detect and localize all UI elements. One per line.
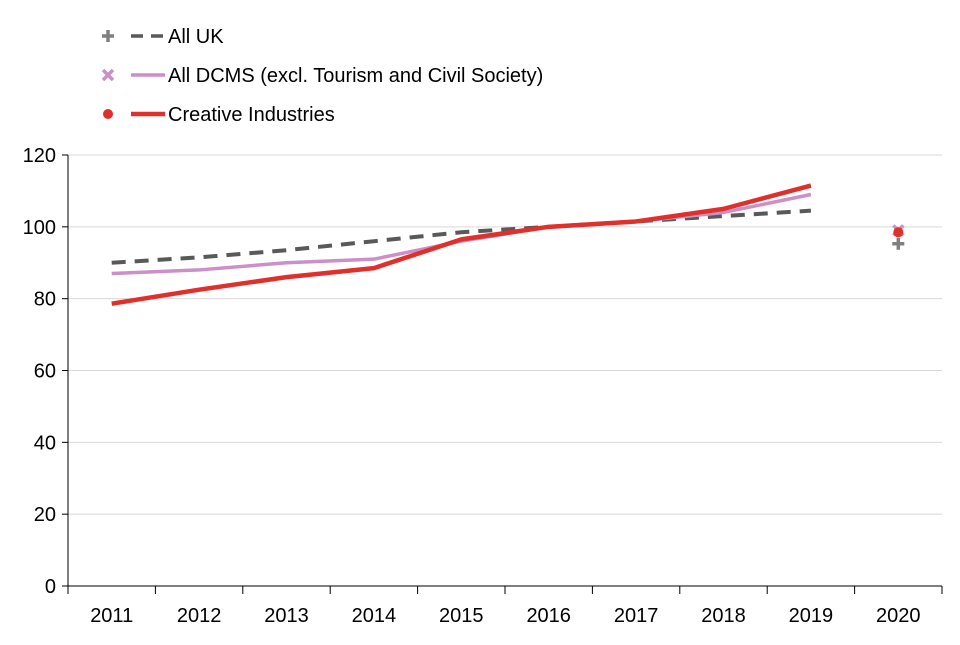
x-tick-label: 2014 (352, 605, 397, 627)
x-tick-label: 2018 (701, 605, 746, 627)
legend-label: All UK (168, 26, 224, 48)
x-tick-label: 2015 (439, 605, 484, 627)
legend-label: Creative Industries (168, 104, 335, 126)
y-tick-label: 0 (45, 576, 56, 598)
x-tick-label: 2011 (90, 605, 133, 627)
series-line-0 (111, 208, 812, 265)
x-tick-label: 2019 (789, 605, 834, 627)
y-tick-label: 20 (34, 504, 56, 526)
plus-marker (892, 237, 905, 250)
legend-label: All DCMS (excl. Tourism and Civil Societ… (168, 65, 543, 87)
y-tick-label: 100 (23, 217, 56, 239)
y-tick-label: 120 (23, 145, 56, 167)
legend: All UK All DCMS (excl. Tourism and Civil … (101, 26, 543, 126)
x-tick-label: 2017 (614, 605, 659, 627)
y-tick-label: 60 (34, 361, 56, 383)
plus-marker (102, 30, 114, 42)
axes: 0 20 40 60 80 100 120 2011 2012 2013 2014 2015 2016 2… (23, 145, 943, 627)
x-tick-label: 2020 (876, 605, 921, 627)
y-tick-label: 80 (34, 289, 56, 311)
x-tick-label: 2012 (177, 605, 222, 627)
cross-marker (101, 68, 115, 82)
x-tick-label: 2013 (264, 605, 309, 627)
dot-marker (103, 109, 113, 119)
y-tick-label: 40 (34, 432, 56, 454)
series-lines (111, 183, 905, 306)
gridlines (68, 154, 942, 515)
x-tick-label: 2016 (526, 605, 571, 627)
series-line-2 (111, 183, 812, 306)
dot-marker (893, 227, 904, 238)
